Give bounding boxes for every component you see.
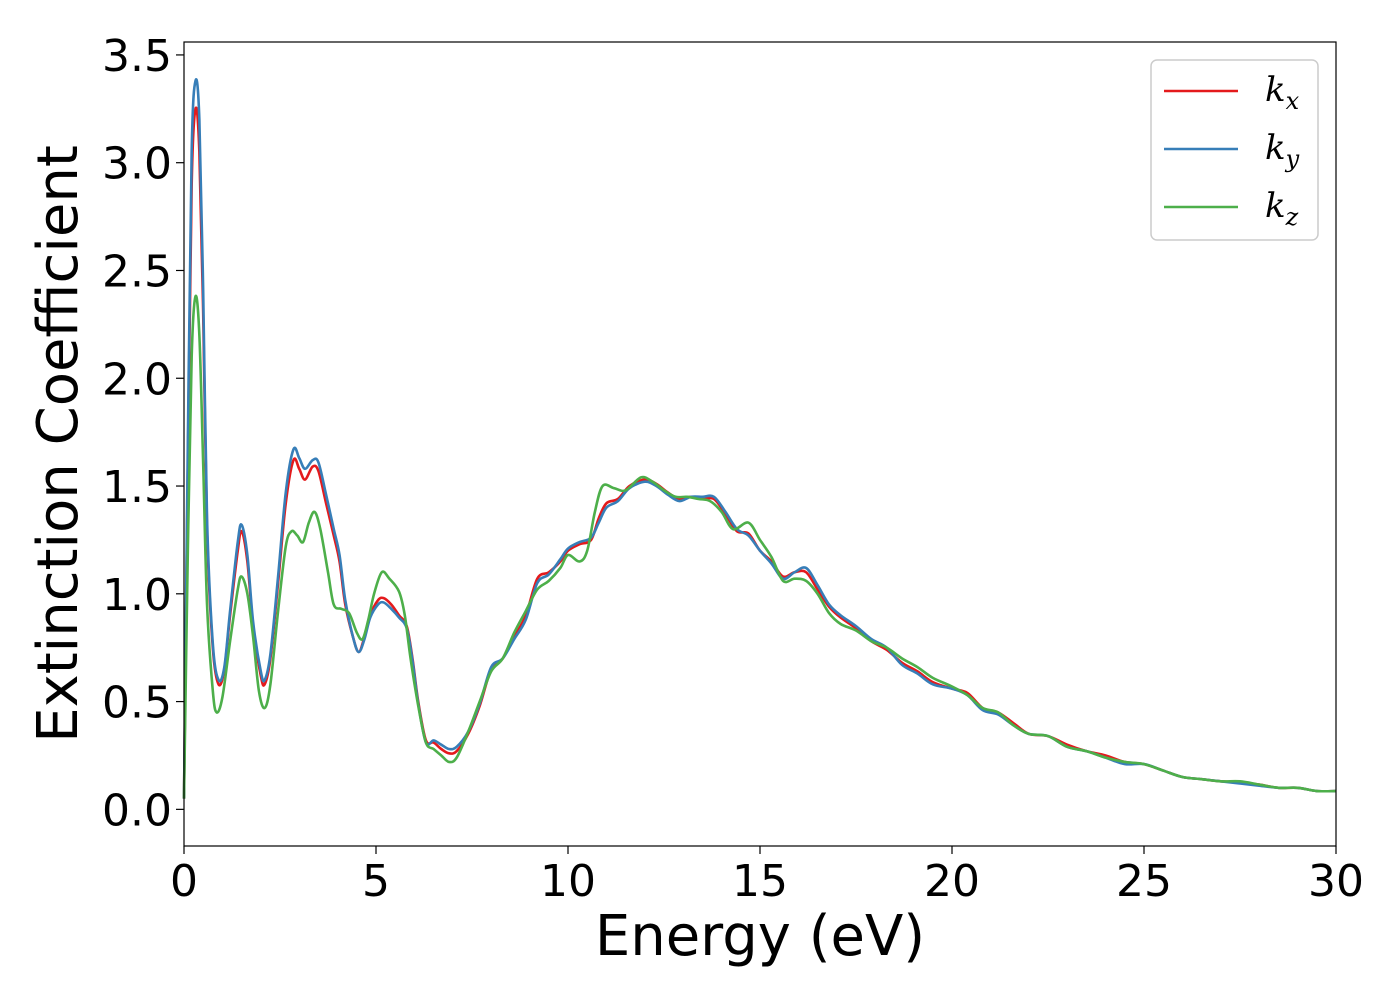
y-tick-label: 2.0 xyxy=(102,354,172,405)
series-layer xyxy=(182,78,1337,799)
ticks-layer: 0 5 10 15 20 25 30 0.0 0.5 1.0 1.5 2.0 2.5 3.0 3.5 xyxy=(102,31,1364,907)
y-tick-label: 1.0 xyxy=(102,570,172,621)
x-tick-label: 15 xyxy=(732,856,788,907)
y-axis-title: Extinction Coefficient xyxy=(26,145,91,743)
x-tick-label: 5 xyxy=(362,856,390,907)
y-tick-label: 2.5 xyxy=(102,246,172,297)
series-line-ky xyxy=(182,78,1337,799)
legend-label-kx: kx xyxy=(1265,70,1300,115)
series-line-kz xyxy=(182,294,1337,799)
x-axis-title: Energy (eV) xyxy=(595,904,925,969)
x-tick-label: 20 xyxy=(924,856,980,907)
y-tick-label: 3.5 xyxy=(102,31,172,82)
x-tick-label: 30 xyxy=(1308,856,1364,907)
legend-label-ky: ky xyxy=(1265,128,1300,173)
x-tick-label: 0 xyxy=(170,856,198,907)
y-tick-label: 0.0 xyxy=(102,785,172,836)
y-tick-label: 1.5 xyxy=(102,462,172,513)
y-tick-label: 3.0 xyxy=(102,139,172,190)
x-tick-label: 10 xyxy=(540,856,596,907)
x-tick-label: 25 xyxy=(1116,856,1172,907)
y-tick-label: 0.5 xyxy=(102,678,172,729)
